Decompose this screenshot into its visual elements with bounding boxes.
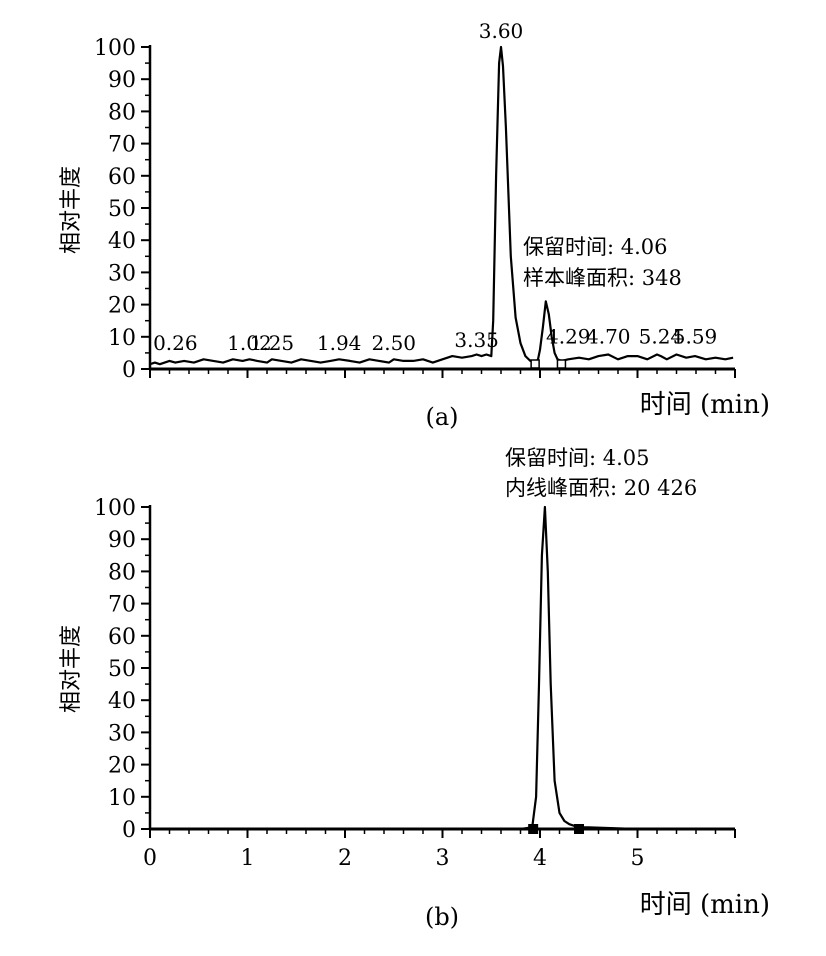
peak-label: 1.02 [227, 331, 272, 355]
panel-label: (a) [425, 403, 458, 431]
integration-marker [574, 824, 584, 834]
peak-label: 3.60 [479, 19, 524, 43]
integration-marker [556, 359, 567, 369]
y-tick-label: 0 [122, 818, 136, 843]
y-axis-label: 相对丰度 [59, 625, 84, 713]
integration-marker [530, 359, 540, 369]
series-line [150, 505, 734, 831]
peak-label: 2.50 [371, 331, 416, 355]
peak-label: 3.35 [454, 328, 499, 352]
y-tick-label: 60 [108, 165, 136, 190]
y-tick-label: 20 [108, 754, 136, 779]
y-tick-label: 70 [108, 593, 136, 618]
peak-label: 1.94 [317, 331, 362, 355]
y-tick-label: 80 [108, 560, 136, 585]
y-axis-label: 相对丰度 [59, 166, 84, 254]
peak-label: 4.29 [546, 325, 591, 349]
y-tick-label: 50 [108, 197, 136, 222]
x-tick-label: 3 [436, 846, 450, 871]
x-tick-label: 0 [143, 846, 157, 871]
integration-marker [528, 824, 539, 834]
peak-label: 5.59 [673, 325, 718, 349]
series-line [149, 45, 734, 366]
y-tick-label: 20 [108, 294, 136, 319]
y-tick-label: 40 [108, 689, 136, 714]
peak-label: 0.26 [153, 331, 198, 355]
x-tick-label: 4 [533, 846, 547, 871]
annotation-peak-area: 样本峰面积: 348 [523, 266, 682, 290]
y-tick-label: 90 [108, 528, 136, 553]
x-tick-label: 5 [631, 846, 645, 871]
y-tick-label: 100 [94, 36, 136, 61]
panel-label: (b) [425, 903, 459, 931]
y-tick-label: 30 [108, 261, 136, 286]
x-axis-label: 时间 (min) [640, 390, 770, 420]
x-axis-label: 时间 (min) [640, 890, 770, 920]
peak-label: 4.70 [586, 325, 631, 349]
y-tick-label: 70 [108, 133, 136, 158]
y-tick-label: 10 [108, 786, 136, 811]
y-tick-label: 80 [108, 100, 136, 125]
y-tick-label: 90 [108, 68, 136, 93]
annotation-peak-area: 内线峰面积: 20 426 [505, 476, 697, 500]
x-tick-label: 1 [241, 846, 255, 871]
y-tick-label: 10 [108, 326, 136, 351]
chart-panel-b: 0 10 20 30 40 50 60 70 80 90 100 0 1 2 3 4 5 保留时间: 4.05 内线… [59, 446, 770, 931]
y-tick-label: 60 [108, 625, 136, 650]
y-tick-label: 40 [108, 229, 136, 254]
peak-label: 1.25 [250, 331, 295, 355]
x-tick-label: 2 [338, 846, 352, 871]
y-tick-label: 50 [108, 657, 136, 682]
y-tick-label: 100 [94, 496, 136, 521]
annotation-retention-time: 保留时间: 4.06 [523, 235, 668, 259]
y-tick-label: 0 [122, 358, 136, 383]
peak-label: 5.24 [639, 325, 684, 349]
annotation-retention-time: 保留时间: 4.05 [505, 446, 650, 470]
y-tick-label: 30 [108, 721, 136, 746]
chart-panel-a: 0 10 20 30 40 50 60 70 80 90 100 0.26 1.021.25 1.94 2.… [59, 19, 770, 431]
